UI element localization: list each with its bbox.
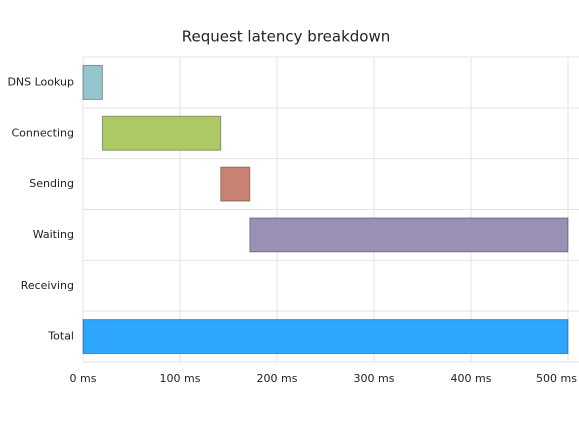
x-tick-label: 0 ms	[70, 372, 97, 385]
bar	[220, 166, 251, 202]
y-tick-label: DNS Lookup	[7, 75, 74, 88]
chart-title: Request latency breakdown	[182, 28, 391, 46]
bar	[82, 319, 569, 355]
bar	[82, 64, 103, 100]
y-tick-label: Sending	[29, 177, 74, 190]
bar	[101, 115, 222, 151]
y-tick-label: Waiting	[33, 228, 74, 241]
y-tick-label: Receiving	[21, 279, 74, 292]
x-tick-label: 200 ms	[257, 372, 298, 385]
x-tick-label: 400 ms	[451, 372, 492, 385]
x-tick-label: 100 ms	[160, 372, 201, 385]
bar	[249, 217, 569, 253]
y-tick-label: Connecting	[12, 126, 75, 139]
x-tick-label: 300 ms	[354, 372, 395, 385]
x-tick-label: 500 ms	[536, 372, 577, 385]
y-tick-label: Total	[47, 330, 74, 343]
